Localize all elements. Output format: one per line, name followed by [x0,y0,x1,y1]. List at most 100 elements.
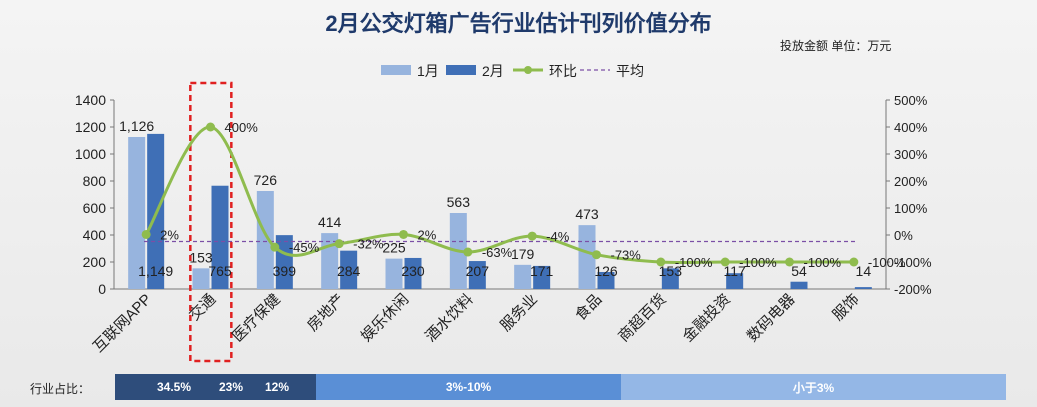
share-top-1: 34.5% [157,380,192,394]
category-label: 娱乐休闲 [358,291,412,345]
y-right-tick-label: 500% [894,93,928,108]
feb-value-label: 126 [594,263,618,279]
ratio-value-label: -100% [675,255,713,270]
ratio-value-label: -100% [739,255,777,270]
bar-feb-1 [211,185,229,289]
jan-value-label: 153 [189,249,213,265]
ratio-point-7 [592,250,601,260]
bar-jan-1 [192,268,210,289]
jan-value-label: 473 [575,206,599,222]
y-right-tick-label: 0% [894,228,913,243]
category-label: 食品 [572,291,605,324]
jan-value-label: 563 [447,194,471,210]
bar-feb-5 [468,261,486,289]
bar-feb-10 [790,281,808,289]
ratio-value-label: -63% [482,245,513,260]
share-segment-low: 小于3% [621,374,1006,400]
category-label: 金融投资 [680,291,734,345]
feb-value-label: 54 [791,263,807,279]
ratio-value-label: 400% [225,120,259,135]
ratio-value-label: -100% [868,255,906,270]
bar-feb-4 [404,257,422,289]
share-segment-top: 34.5% 23% 12% [115,374,316,400]
category-label: 数码电器 [744,291,798,345]
y-left-tick-label: 0 [98,281,106,297]
y-right-tick-label: 400% [894,120,928,135]
highlight-box [189,81,233,363]
unit-label: 投放金额 单位：万元 [780,39,892,53]
ratio-point-9 [720,257,730,267]
legend-jan-label: 1月 [417,63,439,79]
ratio-value-label: -4% [546,229,570,244]
y-left-tick-label: 1000 [75,146,106,162]
feb-value-label: 1,149 [138,263,173,279]
ratio-point-6 [527,231,537,241]
category-label: 商超百货 [615,291,669,345]
jan-value-label: 225 [382,240,406,256]
y-left-tick-label: 800 [83,173,107,189]
y-right-tick-label: -100% [894,255,932,270]
legend-avg-label: 平均 [616,63,644,79]
bar-feb-8 [661,268,679,289]
jan-value-label: 726 [254,172,278,188]
ratio-point-8 [656,257,666,267]
feb-value-label: 14 [856,263,872,279]
y-right-tick-label: 200% [894,174,928,189]
chart: 0 200 400 600 800 1000 1200 1400 -200% -100% 0% 100… [75,63,932,363]
y-left-tick-label: 400 [83,227,107,243]
share-low-text: 小于3% [792,380,835,395]
bar-jan-6 [514,264,532,289]
legend-ratio-marker [524,66,532,74]
ratio-point-2 [270,242,280,252]
y-left-tick-label: 1200 [75,119,106,135]
ratio-value-label: -45% [289,240,320,255]
ratio-point-5 [463,247,473,257]
y-right-tick-label: -200% [894,282,932,297]
feb-value-label: 765 [208,263,232,279]
feb-value-label: 153 [659,263,683,279]
category-label: 医疗保健 [229,291,283,345]
bar-feb-2 [275,235,293,289]
bar-jan-7 [578,225,596,289]
feb-value-label: 117 [724,263,747,279]
category-label: 房地产 [304,291,348,335]
share-label: 行业占比： [30,382,91,396]
jan-value-label: 179 [511,246,535,262]
ratio-value-label: -100% [804,255,842,270]
y-right-tick-label: 100% [894,201,928,216]
bar-jan-0 [128,136,146,289]
legend-ratio-label: 环比 [549,63,577,79]
legend-feb-swatch [446,65,476,75]
bar-feb-3 [340,250,358,289]
chart-title: 2月公交灯箱广告行业估计刊列价值分布 [325,11,712,36]
category-label: 服饰 [829,291,862,324]
bar-jan-2 [256,190,274,289]
feb-value-label: 399 [273,263,297,279]
ratio-line [144,125,854,265]
ratio-point-11 [849,257,859,267]
bar-jan-4 [385,258,403,289]
feb-value-label: 207 [466,263,490,279]
category-label: 互联网APP [90,291,155,356]
ratio-value-label: -32% [353,237,384,252]
y-left-tick-label: 600 [83,200,107,216]
share-top-3: 12% [265,380,290,394]
feb-value-label: 230 [401,263,425,279]
legend-jan-swatch [381,65,411,75]
feb-value-label: 171 [530,263,554,279]
y-left-tick-label: 1400 [75,92,106,108]
feb-value-label: 284 [337,263,361,279]
share-top-2: 23% [219,380,244,394]
y-right-tick-label: 300% [894,147,928,162]
ratio-value-label: 2% [418,227,437,242]
category-label: 酒水饮料 [422,291,476,345]
ratio-point-10 [785,257,794,267]
jan-value-label: 414 [318,214,342,230]
share-segment-mid: 3%-10% [316,374,621,400]
bar-feb-6 [533,265,551,289]
share-mid-text: 3%-10% [445,380,492,394]
ratio-point-4 [399,229,408,239]
bar-feb-7 [597,271,615,289]
ratio-point-0 [141,229,151,239]
ratio-value-label: -73% [611,248,642,263]
